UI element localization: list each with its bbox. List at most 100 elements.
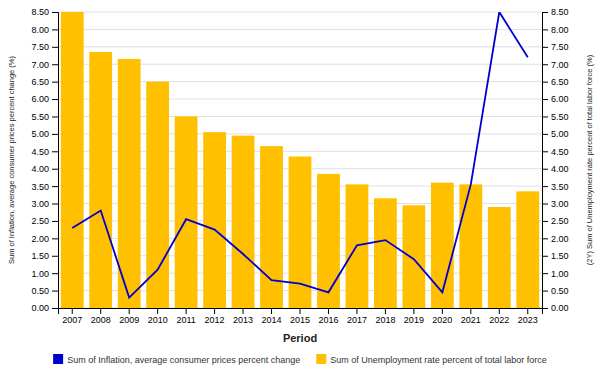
y-axis-tick: 3.00 xyxy=(31,199,58,209)
marks xyxy=(61,12,539,308)
bar xyxy=(317,174,340,308)
x-tick-label: 2020 xyxy=(432,315,452,325)
x-tick-mark xyxy=(186,308,187,314)
grid xyxy=(58,12,542,308)
y2-axis-tick-label: 4.50 xyxy=(551,147,569,157)
x-tick: 2014 xyxy=(262,308,282,325)
y2-axis-tick-label: 0.00 xyxy=(551,303,569,313)
y-axis-tick-label: 1.50 xyxy=(31,251,49,261)
y2-axis-tick: 6.00 xyxy=(542,94,569,104)
x-axis: 2007200820092010201120122013201420152016… xyxy=(59,308,543,325)
y-axis-tick-mark xyxy=(52,47,58,48)
bar-series xyxy=(61,12,539,308)
y-axis-tick: 1.50 xyxy=(31,251,58,261)
y-axis-tick-mark xyxy=(52,151,58,152)
y2-axis-tick-mark xyxy=(542,64,548,65)
y2-axis-tick: 3.00 xyxy=(542,199,569,209)
y-axis-tick: 5.00 xyxy=(31,129,58,139)
y-axis-tick: 4.50 xyxy=(31,147,58,157)
y-axis: 0.000.501.001.502.002.503.003.504.004.50… xyxy=(31,7,58,313)
y-axis-tick: 6.50 xyxy=(31,77,58,87)
x-tick: 2019 xyxy=(404,308,424,325)
y2-axis-tick-mark xyxy=(542,256,548,257)
y2-axis-tick-mark xyxy=(542,82,548,83)
y-axis-tick-label: 3.00 xyxy=(31,199,49,209)
x-tick-mark xyxy=(385,308,386,314)
y2-axis-tick-mark xyxy=(542,151,548,152)
grid-line xyxy=(58,29,542,30)
y2-axis-tick: 5.50 xyxy=(542,112,569,122)
y-axis-tick-label: 5.50 xyxy=(31,112,49,122)
x-tick: 2007 xyxy=(62,308,82,325)
y2-axis-tick-label: 5.50 xyxy=(551,112,569,122)
y2-axis-tick-label: 4.00 xyxy=(551,164,569,174)
y2-axis-tick-mark xyxy=(542,238,548,239)
x-tick: 2013 xyxy=(233,308,253,325)
x-tick-label: 2010 xyxy=(148,315,168,325)
y2-axis-tick-mark xyxy=(542,169,548,170)
y2-axis-tick: 0.50 xyxy=(542,286,569,296)
axis-line xyxy=(59,309,543,315)
x-tick-label: 2017 xyxy=(347,315,367,325)
x-tick-mark xyxy=(157,308,158,314)
y-axis-tick: 3.50 xyxy=(31,181,58,191)
bar xyxy=(402,205,425,308)
y-axis-tick: 7.50 xyxy=(31,42,58,52)
legend-label: Sum of Inflation, average consumer price… xyxy=(67,355,300,365)
y-axis-tick-label: 2.00 xyxy=(31,234,49,244)
y-axis-tick: 4.00 xyxy=(31,164,58,174)
y-axis-tick-label: 7.50 xyxy=(31,42,49,52)
y2-axis-tick: 3.50 xyxy=(542,181,569,191)
line xyxy=(72,12,528,298)
y-axis-tick-mark xyxy=(52,169,58,170)
bar xyxy=(232,136,255,308)
y-axis-tick-mark xyxy=(52,238,58,239)
x-tick-mark xyxy=(243,308,244,314)
y2-axis-tick: 5.00 xyxy=(542,129,569,139)
y-axis-tick-label: 2.50 xyxy=(31,216,49,226)
y-axis-tick: 0.50 xyxy=(31,286,58,296)
y2-axis-tick: 2.50 xyxy=(542,216,569,226)
y2-axis-tick: 4.00 xyxy=(542,164,569,174)
x-tick-label: 2022 xyxy=(489,315,509,325)
y2-axis-tick: 0.00 xyxy=(542,303,569,313)
y2-axis-tick: 1.50 xyxy=(542,251,569,261)
x-tick: 2022 xyxy=(489,308,509,325)
y2-axis-tick: 6.50 xyxy=(542,77,569,87)
x-tick-mark xyxy=(442,308,443,314)
y2-axis-tick-label: 1.00 xyxy=(551,269,569,279)
y2-axis-tick-label: 8.50 xyxy=(551,7,569,17)
y2-axis-tick-mark xyxy=(542,291,548,292)
y2-axis: 0.00 0.50 1.00 1.50 2.00 2.50 3.00 3.50 4.00 4.50… xyxy=(542,7,569,313)
y2-axis-tick: 7.50 xyxy=(542,42,569,52)
chart-svg: Sum of Inflation, average consumer price… xyxy=(0,0,600,372)
y2-axis-tick-mark xyxy=(542,134,548,135)
y-axis-tick-mark xyxy=(52,291,58,292)
y-axis-tick-mark xyxy=(52,116,58,117)
x-tick-mark xyxy=(356,308,357,314)
y2-axis-tick-label: 0.50 xyxy=(551,286,569,296)
x-tick-mark xyxy=(129,308,130,314)
y-axis-tick-label: 6.00 xyxy=(31,94,49,104)
y2-axis-tick: 2.00 xyxy=(542,234,569,244)
bar xyxy=(89,52,112,308)
y-axis-tick-mark xyxy=(52,12,58,13)
x-tick-label: 2023 xyxy=(518,315,538,325)
bar xyxy=(175,116,198,308)
y2-axis-tick-label: 3.50 xyxy=(551,181,569,191)
x-tick-label: 2015 xyxy=(290,315,310,325)
y-axis-tick-mark xyxy=(52,186,58,187)
bar xyxy=(516,191,539,308)
x-tick: 2008 xyxy=(91,308,111,325)
y-axis-tick-label: 4.00 xyxy=(31,164,49,174)
y2-axis-tick-mark xyxy=(542,186,548,187)
bar xyxy=(459,184,482,308)
y2-axis-tick: 7.00 xyxy=(542,60,569,70)
x-tick-mark xyxy=(300,308,301,314)
x-tick-label: 2013 xyxy=(233,315,253,325)
bar xyxy=(203,132,226,308)
legend-item: Sum of Inflation, average consumer price… xyxy=(53,354,300,365)
x-tick: 2020 xyxy=(432,308,452,325)
y-axis-tick: 1.00 xyxy=(31,269,58,279)
legend-item: Sum of Unemployment rate percent of tota… xyxy=(316,354,547,365)
